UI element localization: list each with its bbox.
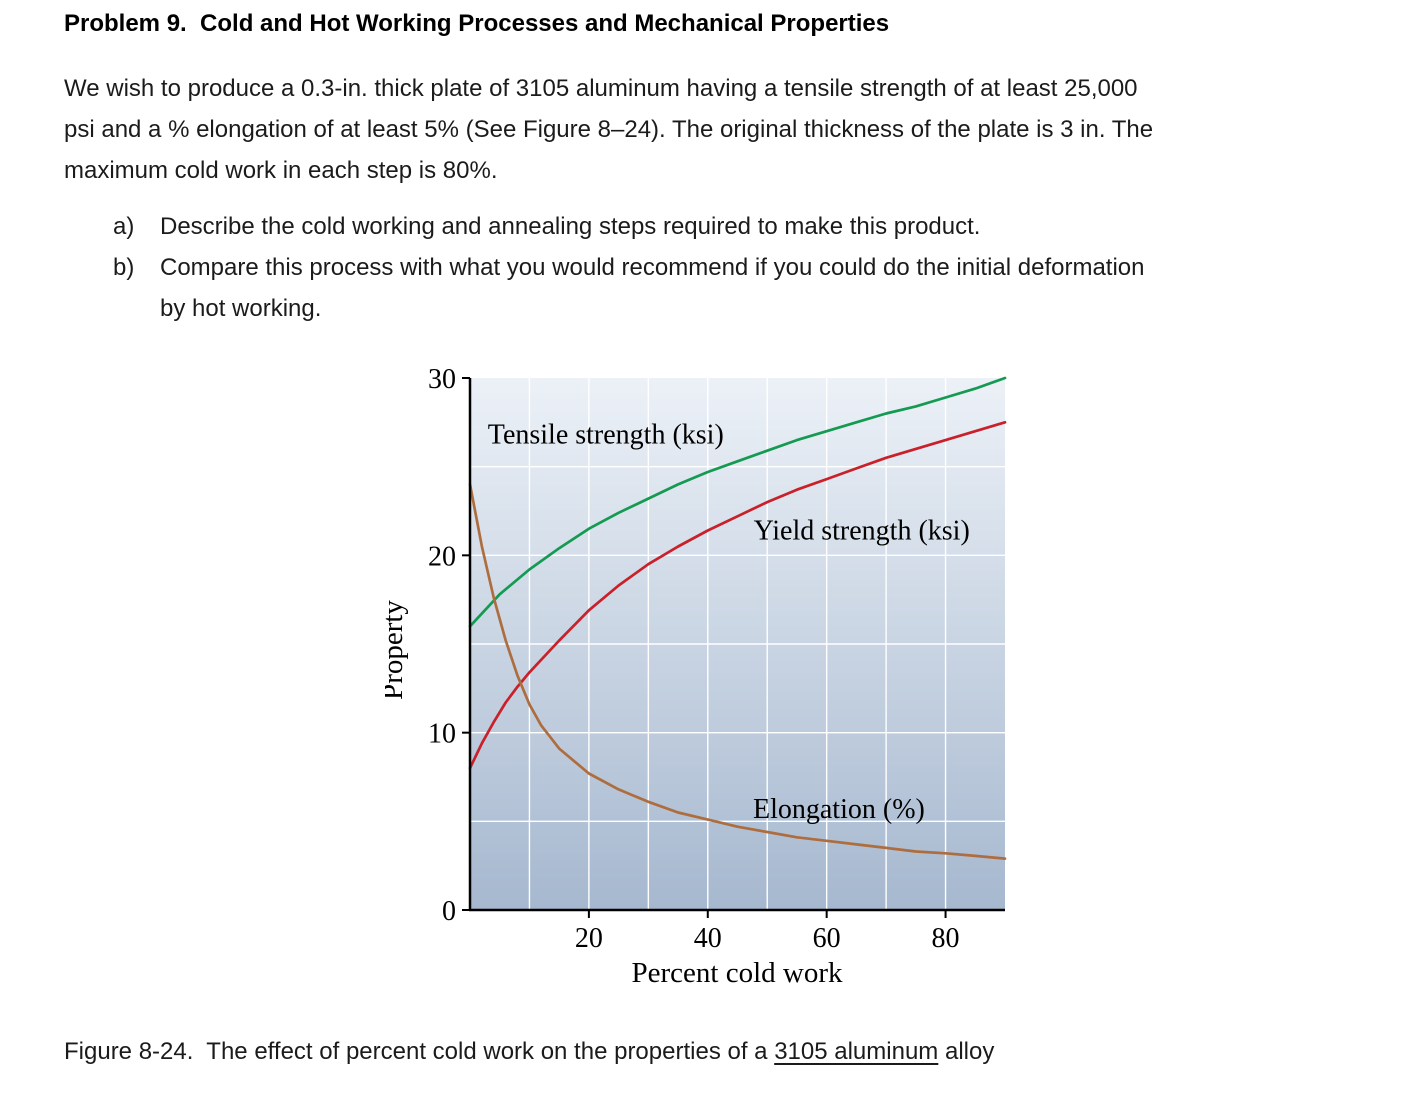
tensile-strength-ksi-curve bbox=[468, 376, 1007, 628]
y-tick-label: 0 bbox=[442, 896, 456, 927]
gridlines bbox=[470, 378, 1005, 910]
list-marker-a: a) bbox=[113, 213, 135, 240]
list-item: a) Describe the cold working and anneali… bbox=[113, 206, 1313, 247]
axis-ticks: 20 40 60 80 0 10 20 30 bbox=[428, 365, 960, 954]
x-tick-label: 60 bbox=[813, 923, 841, 954]
figure-caption-prefix: Figure 8-24. The effect of percent cold … bbox=[64, 1038, 775, 1065]
y-axis-title: Property bbox=[385, 600, 409, 700]
tensile-strength-ksi-label: Tensile strength (ksi) bbox=[488, 420, 724, 451]
yield-strength-ksi-label: Yield strength (ksi) bbox=[754, 515, 970, 546]
elongation-label: Elongation (%) bbox=[753, 794, 925, 825]
y-tick-label: 20 bbox=[428, 541, 456, 572]
list-item-a-text: Describe the cold working and annealing … bbox=[160, 213, 981, 240]
x-tick-label: 20 bbox=[575, 923, 603, 954]
data-series: Tensile strength (ksi) Yield strength (ks… bbox=[468, 376, 1007, 860]
problem-parts-list: a) Describe the cold working and anneali… bbox=[113, 206, 1313, 329]
y-tick-label: 30 bbox=[428, 365, 456, 395]
x-axis-title: Percent cold work bbox=[632, 957, 843, 989]
elongation-curve bbox=[468, 483, 1007, 860]
list-marker-b: b) bbox=[113, 254, 135, 281]
figure-caption-suffix: alloy bbox=[938, 1038, 995, 1065]
list-item-b-text: Compare this process with what you would… bbox=[160, 254, 1145, 322]
x-tick-label: 80 bbox=[932, 923, 960, 954]
problem-body: We wish to produce a 0.3-in. thick plate… bbox=[64, 75, 1154, 184]
list-item: b) Compare this process with what you wo… bbox=[113, 247, 1313, 329]
x-tick-label: 40 bbox=[694, 923, 722, 954]
figure-caption: Figure 8-24. The effect of percent cold … bbox=[64, 1038, 994, 1066]
figure-8-24-chart: Tensile strength (ksi) Yield strength (ks… bbox=[385, 365, 1007, 989]
figure-caption-link[interactable]: 3105 aluminum bbox=[774, 1038, 939, 1065]
problem-title: Problem 9. Cold and Hot Working Processe… bbox=[64, 10, 890, 37]
y-tick-label: 10 bbox=[428, 719, 456, 750]
yield-strength-ksi-curve bbox=[468, 420, 1007, 770]
